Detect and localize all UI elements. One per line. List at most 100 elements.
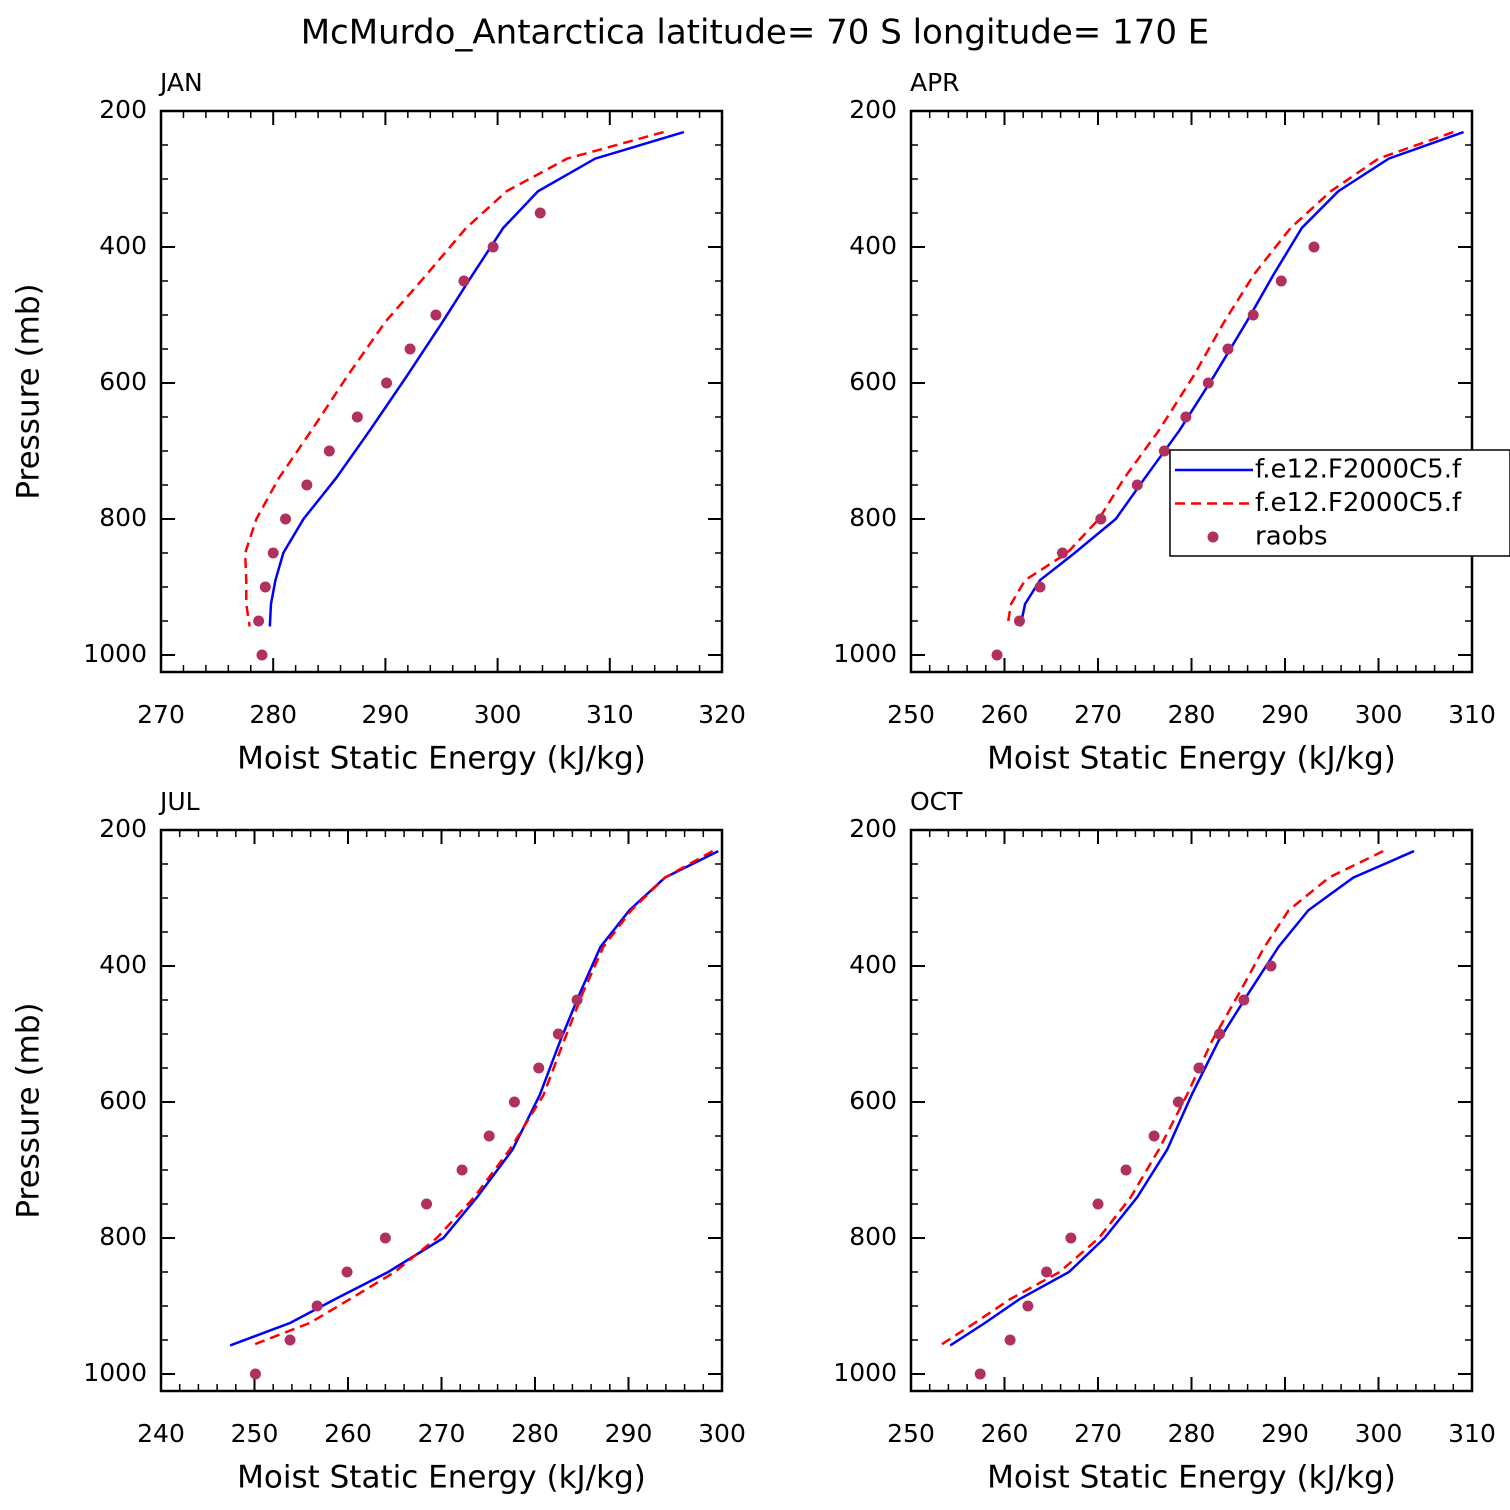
y-tick-label: 600 (849, 1086, 897, 1115)
plot-frame (159, 109, 724, 674)
data-point (404, 343, 416, 355)
y-tick-label: 800 (849, 1222, 897, 1251)
x-tick-label: 270 (1074, 1419, 1122, 1448)
data-point (458, 275, 470, 287)
data-point (483, 1130, 495, 1142)
x-tick-label: 280 (1168, 1419, 1216, 1448)
data-line (939, 849, 1384, 1347)
x-tick-label: 250 (887, 1419, 935, 1448)
y-tick-label: 200 (99, 814, 147, 843)
y-tick-label: 1000 (83, 639, 147, 668)
x-tick-label: 290 (1261, 700, 1309, 729)
x-axis-label: Moist Static Energy (kJ/kg) (987, 741, 1396, 777)
data-line (268, 130, 685, 627)
y-tick-label: 200 (849, 814, 897, 843)
data-point (323, 445, 335, 457)
y-tick-label: 400 (849, 231, 897, 260)
x-tick-label: 280 (249, 700, 297, 729)
data-point (256, 649, 268, 661)
data-point (1004, 1334, 1016, 1346)
x-tick-label: 310 (1448, 700, 1496, 729)
data-point (1013, 615, 1025, 627)
data-point (974, 1368, 986, 1380)
x-tick-label: 300 (474, 700, 522, 729)
x-axis-label: Moist Static Energy (kJ/kg) (237, 1460, 646, 1496)
data-line (949, 849, 1415, 1347)
data-line (1019, 130, 1465, 627)
data-point (341, 1266, 353, 1278)
data-point (301, 479, 313, 491)
legend-label: raobs (1255, 522, 1328, 552)
data-point (1172, 1096, 1184, 1108)
data-point (1120, 1164, 1132, 1176)
data-point (379, 1232, 391, 1244)
data-point (267, 547, 279, 559)
data-line (1006, 130, 1454, 627)
data-point (280, 513, 292, 525)
data-point (1275, 275, 1287, 287)
x-tick-label: 300 (698, 1419, 746, 1448)
data-point (1034, 581, 1046, 593)
x-tick-label: 290 (1261, 1419, 1309, 1448)
panel-title: JAN (158, 68, 203, 97)
data-point (487, 241, 499, 253)
data-point (1095, 513, 1107, 525)
data-point (991, 649, 1003, 661)
panel-title: OCT (910, 787, 963, 816)
data-point (351, 411, 363, 423)
data-point (1180, 411, 1192, 423)
data-point (1041, 1266, 1053, 1278)
y-tick-label: 800 (99, 503, 147, 532)
y-tick-label: 200 (849, 95, 897, 124)
legend-marker (1207, 531, 1219, 543)
y-tick-label: 600 (99, 1086, 147, 1115)
plot-frame (159, 828, 724, 1393)
data-point (552, 1028, 564, 1040)
y-axis-label: Pressure (mb) (11, 1002, 47, 1218)
data-point (1214, 1028, 1226, 1040)
data-point (1148, 1130, 1160, 1142)
x-tick-label: 260 (981, 700, 1029, 729)
data-point (1131, 479, 1143, 491)
panel: 270 280 290 300 310 320 200 400 600 800 1000 JAN Moi… (11, 68, 746, 777)
data-point (456, 1164, 468, 1176)
data-point (253, 615, 265, 627)
x-tick-label: 280 (1168, 700, 1216, 729)
y-axis-label: Pressure (mb) (11, 283, 47, 499)
legend: f.e12.F2000C5.ff.e12.F2000C5.f raobs (1169, 449, 1510, 557)
data-line (243, 130, 664, 627)
x-axis-label: Moist Static Energy (kJ/kg) (237, 741, 646, 777)
legend-label: f.e12.F2000C5.f (1255, 455, 1462, 485)
x-tick-label: 290 (362, 700, 410, 729)
x-tick-label: 260 (324, 1419, 372, 1448)
x-tick-label: 300 (1355, 1419, 1403, 1448)
data-point (1092, 1198, 1104, 1210)
data-point (1065, 1232, 1077, 1244)
data-point (1238, 994, 1250, 1006)
data-point (1158, 445, 1170, 457)
data-point (1056, 547, 1068, 559)
x-tick-label: 310 (586, 700, 634, 729)
data-point (430, 309, 442, 321)
plot-frame (909, 828, 1474, 1393)
x-tick-label: 270 (1074, 700, 1122, 729)
x-tick-label: 300 (1355, 700, 1403, 729)
panel-title: APR (910, 68, 960, 97)
y-tick-label: 800 (99, 1222, 147, 1251)
panel: 240 250 260 270 280 290 300 200 400 600 800 1000 JUL… (11, 787, 746, 1496)
x-tick-label: 320 (698, 700, 746, 729)
data-point (259, 581, 271, 593)
data-line (251, 849, 714, 1347)
x-tick-label: 270 (137, 700, 185, 729)
x-tick-label: 290 (605, 1419, 653, 1448)
y-tick-label: 800 (849, 503, 897, 532)
data-line (229, 849, 719, 1347)
y-tick-label: 1000 (833, 1358, 897, 1387)
plot-frame (909, 109, 1474, 674)
data-point (1202, 377, 1214, 389)
x-tick-label: 250 (887, 700, 935, 729)
x-tick-label: 260 (981, 1419, 1029, 1448)
data-point (533, 1062, 545, 1074)
data-point (284, 1334, 296, 1346)
